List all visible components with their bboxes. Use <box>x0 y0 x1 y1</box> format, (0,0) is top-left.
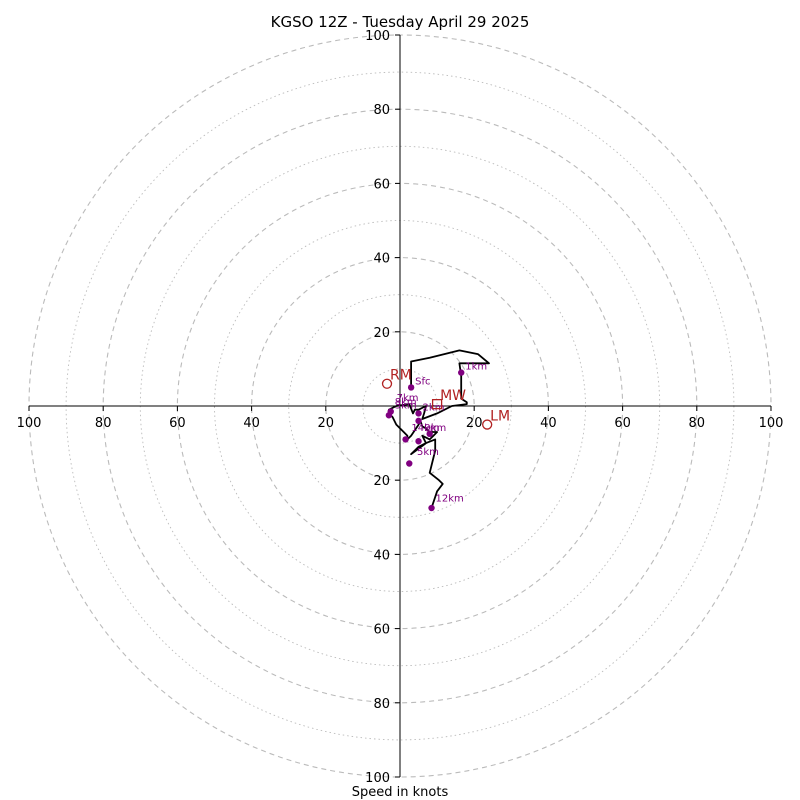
height-point-6 <box>402 436 409 443</box>
tick-label-left-40: 40 <box>243 416 260 431</box>
height-label-5km: 5km <box>417 447 439 458</box>
tick-label-right-80: 80 <box>689 416 706 431</box>
height-label-Sfc: Sfc <box>415 376 430 387</box>
tick-labels: 20 20 20 20 40 40 40 40 60 60 60 60 80 80 80 80 100 100 10… <box>17 29 784 786</box>
motion-label-mw: MW <box>440 388 466 404</box>
height-label-12km: 12km <box>436 493 464 504</box>
tick-label-left-80: 80 <box>95 416 112 431</box>
tick-label-left-100: 100 <box>17 416 42 431</box>
tick-label-down-20: 20 <box>373 474 390 489</box>
tick-label-right-40: 40 <box>540 416 557 431</box>
x-axis-label: Speed in knots <box>352 785 449 800</box>
height-point-7 <box>415 438 422 445</box>
height-point-8 <box>426 430 433 438</box>
height-label-7km: 7km <box>397 393 419 404</box>
tick-label-right-60: 60 <box>614 416 631 431</box>
motion-label-lm: LM <box>490 409 510 425</box>
tick-label-down-100: 100 <box>365 771 390 786</box>
tick-label-right-20: 20 <box>466 416 483 431</box>
height-label-1km: 1km <box>465 362 487 373</box>
height-point-4 <box>415 417 422 425</box>
chart-title: KGSO 12Z - Tuesday April 29 2025 <box>271 13 530 31</box>
motion-label-rm: RM <box>390 368 412 384</box>
tick-label-down-80: 80 <box>373 697 390 712</box>
height-label-9km: 9km <box>424 423 446 434</box>
tick-label-left-60: 60 <box>169 416 186 431</box>
height-point-0 <box>407 384 415 391</box>
height-label-14km: 14km <box>411 423 439 434</box>
tick-label-down-40: 40 <box>373 548 390 563</box>
height-point-2 <box>415 410 422 417</box>
tick-label-up-80: 80 <box>373 103 390 118</box>
tick-label-left-20: 20 <box>318 416 335 431</box>
hodograph-trace <box>387 349 490 509</box>
height-label-3km: 3km <box>395 401 417 412</box>
height-label-8km: 8km <box>395 397 417 408</box>
height-label-2km: 2km <box>423 402 445 413</box>
tick-label-up-60: 60 <box>373 177 390 192</box>
wind-trace-0 <box>387 349 490 509</box>
height-point-9 <box>406 460 413 467</box>
motion-marker-mw <box>431 398 443 410</box>
height-point-5 <box>385 412 393 419</box>
tick-label-up-40: 40 <box>373 252 390 267</box>
tick-label-right-100: 100 <box>759 416 784 431</box>
motion-marker-lm <box>482 419 493 430</box>
storm-motion-markers: RM LM MW <box>381 368 510 430</box>
tick-label-up-20: 20 <box>373 326 390 341</box>
height-point-1 <box>458 369 465 376</box>
height-point-10 <box>428 504 435 512</box>
tick-label-up-100: 100 <box>365 29 390 44</box>
tick-label-down-60: 60 <box>373 623 390 638</box>
motion-marker-rm <box>381 378 393 389</box>
